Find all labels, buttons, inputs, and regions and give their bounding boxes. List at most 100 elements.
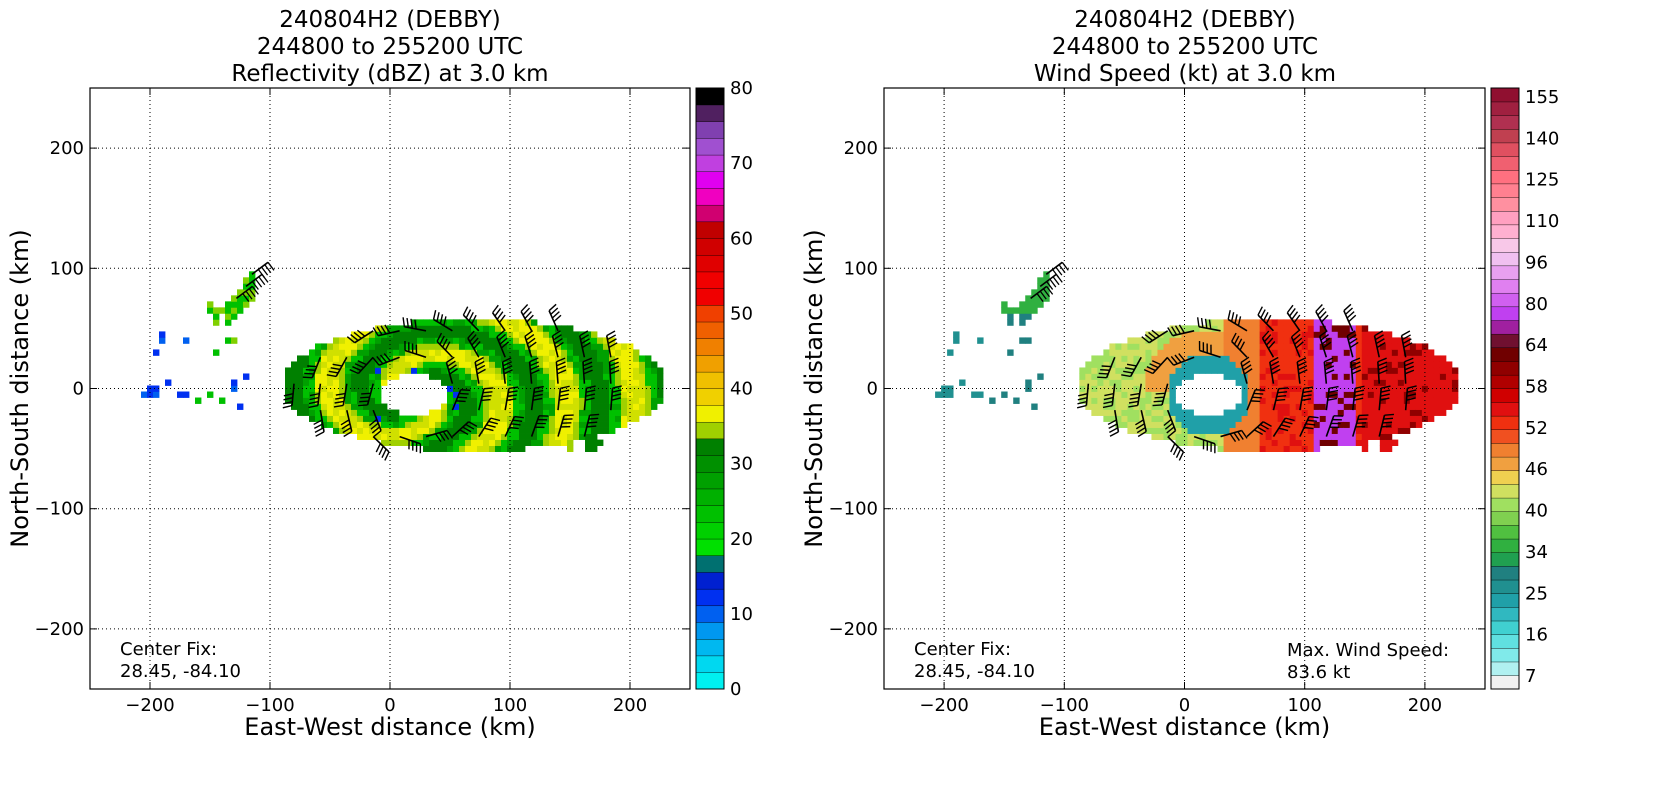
field-cell (567, 349, 574, 356)
field-cell (1235, 361, 1242, 368)
colorbar-swatch (695, 404, 725, 423)
field-cell (447, 337, 454, 344)
wind-barb-feather (1315, 304, 1323, 312)
field-cell (1367, 331, 1375, 338)
field-cell (471, 403, 478, 410)
field-cell (585, 361, 592, 368)
field-cell (1217, 445, 1224, 453)
colorbar-swatch (695, 521, 725, 540)
wind-barb-feather (436, 332, 443, 342)
wind-barb-feather (1327, 397, 1338, 401)
field-cell (609, 427, 616, 434)
field-cell (243, 289, 250, 296)
field-cell (405, 355, 412, 362)
field-cell (1139, 355, 1146, 362)
field-cell (621, 403, 628, 410)
colorbar-tick-label: 34 (1525, 542, 1548, 563)
field-cell (1331, 349, 1339, 356)
x-tick-label: 200 (613, 695, 647, 716)
field-cell (1235, 415, 1242, 422)
wind-barb-feather (335, 392, 346, 396)
field-cell (483, 367, 490, 374)
field-cell (447, 445, 454, 452)
field-cell (1271, 409, 1279, 416)
wind-barb-feather (368, 418, 378, 427)
field-cell (165, 379, 172, 386)
wind-barb-feather (465, 423, 475, 430)
field-cell (1133, 349, 1140, 356)
wind-barb-feather (1049, 278, 1057, 288)
field-cell (429, 439, 436, 446)
wind-barb-feather (1302, 394, 1312, 398)
field-cell (369, 409, 376, 416)
field-cell (561, 337, 568, 344)
field-cell (657, 385, 664, 392)
field-cell (615, 409, 622, 416)
field-cell (1007, 307, 1014, 314)
field-cell (1169, 373, 1176, 380)
wind-barb-feather (1404, 369, 1415, 375)
colorbar-swatch (695, 187, 725, 206)
field-cell (615, 343, 622, 350)
field-cell (1253, 409, 1261, 416)
field-cell (1295, 439, 1303, 446)
field-cell (1439, 361, 1447, 368)
field-cell (1133, 427, 1140, 434)
field-cell (561, 397, 568, 404)
field-cell (1307, 403, 1315, 410)
field-cell (1271, 427, 1279, 434)
wind-barb-feather (588, 417, 599, 420)
field-cell (591, 355, 598, 362)
field-cell (1361, 355, 1369, 362)
colorbar-swatch (1490, 265, 1520, 280)
field-cell (1319, 379, 1327, 386)
field-cell (1115, 409, 1122, 416)
field-cell (1283, 445, 1291, 453)
field-cell (1433, 391, 1441, 398)
field-cell (1241, 349, 1249, 356)
field-cell (633, 367, 640, 374)
field-cell (345, 385, 352, 392)
wind-barb-feather (586, 425, 597, 428)
field-cell (1373, 403, 1381, 410)
field-cell (1259, 421, 1267, 428)
field-cell (1253, 433, 1261, 440)
colorbar-swatch (695, 438, 725, 456)
field-cell (351, 355, 358, 362)
field-cell (1265, 343, 1273, 350)
field-cell (327, 421, 334, 428)
field-cell (597, 355, 604, 362)
field-cell (1157, 427, 1164, 434)
field-cell (591, 439, 598, 446)
field-cell (1313, 445, 1321, 453)
field-cell (549, 391, 556, 398)
field-cell (483, 373, 490, 380)
field-cell (1259, 319, 1267, 326)
field-cell (495, 397, 502, 404)
field-cell (1259, 403, 1267, 410)
field-cell (561, 379, 568, 386)
field-cell (393, 433, 400, 440)
field-cell (591, 433, 598, 440)
field-cell (1091, 367, 1098, 374)
field-cell (423, 337, 430, 344)
field-cell (1145, 427, 1152, 434)
field-cell (1187, 439, 1194, 446)
field-cell (1223, 361, 1230, 368)
field-cell (1349, 409, 1357, 416)
field-cell (141, 391, 148, 398)
field-cell (1391, 439, 1399, 446)
field-cell (1397, 427, 1405, 434)
field-cell (1451, 397, 1459, 404)
field-cell (1301, 439, 1309, 446)
field-cell (1307, 445, 1315, 453)
field-cell (1271, 433, 1279, 440)
field-cell (1247, 331, 1255, 338)
field-cell (1367, 385, 1375, 392)
field-cell (1283, 439, 1291, 446)
field-cell (1283, 325, 1291, 332)
field-cell (1307, 427, 1315, 434)
field-cell (591, 397, 598, 404)
field-cell (321, 409, 328, 416)
field-cell (1397, 361, 1405, 368)
